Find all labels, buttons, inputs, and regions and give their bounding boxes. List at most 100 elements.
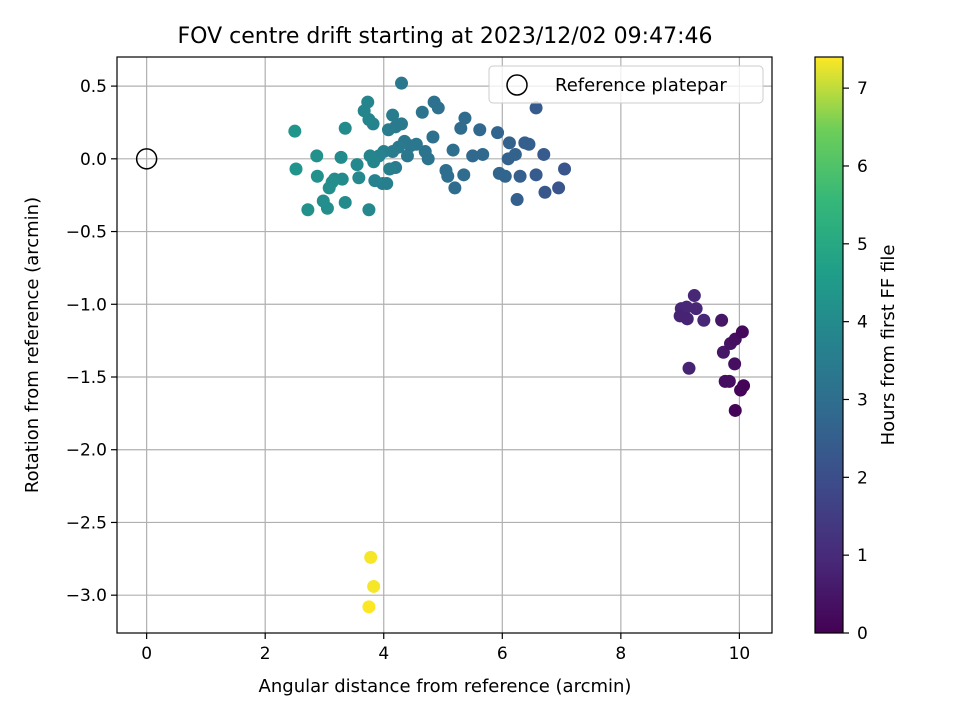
scatter-point [362,600,376,614]
scatter-point [728,403,742,417]
scatter-point [368,174,382,188]
scatter-point [457,168,471,182]
x-tick-label: 2 [260,644,271,664]
colorbar-tick-label: 6 [857,157,868,177]
scatter-point [418,145,432,159]
legend-label: Reference platepar [555,75,727,96]
scatter-point [426,130,440,144]
scatter-point [367,155,381,169]
scatter-point [538,185,552,199]
scatter-point [492,166,506,180]
scatter-point [439,163,453,177]
y-tick-label: −1.5 [66,368,107,388]
scatter-point [301,203,315,217]
colorbar-tick-label: 2 [857,468,868,488]
scatter-point [446,143,460,157]
scatter-point [502,136,516,150]
y-tick-label: −2.0 [66,441,107,461]
scatter-point [352,171,366,185]
y-tick-label: −0.5 [66,223,107,243]
colorbar-tick-label: 1 [857,546,868,566]
grid [117,57,772,633]
scatter-point [491,126,505,140]
scatter-point [350,158,364,172]
scatter-point [395,76,409,90]
scatter-point [501,152,515,166]
scatter-point [334,150,348,164]
plot-frame [116,56,773,634]
chart-title: FOV centre drift starting at 2023/12/02 … [178,24,713,49]
scatter-point [310,149,324,163]
scatter-point [715,313,729,327]
scatter-point [322,181,336,195]
scatter-point [716,345,730,359]
scatter-point [338,195,352,209]
legend: Reference platepar [488,65,764,104]
scatter-point [289,162,303,176]
scatter-point [518,136,532,150]
scatter-point [458,111,472,125]
x-tick-label: 10 [729,644,751,664]
scatter-point [510,193,524,207]
scatter-point [338,121,352,135]
scatter-point [288,124,302,138]
scatter-point [316,194,330,208]
colorbar-tick-label: 3 [857,390,868,410]
scatter-point [367,579,381,593]
scatter-point [386,108,400,122]
y-tick-label: 0.5 [80,77,107,97]
legend-box [488,65,764,104]
scatter-point [552,181,566,195]
scatter-point [682,361,696,375]
scatter-point [513,169,527,183]
scatter-point [735,325,749,339]
scatter-point [400,149,414,163]
reference-platepar-marker [135,148,158,170]
scatter-point [529,101,543,115]
colorbar-tick-label: 4 [857,313,868,333]
scatter-point [466,149,480,163]
scatter-point [448,181,462,195]
axis-ticks: 0 2 4 6 8 10 0.5 0.0 −0.5 −1.0 −1.5 −2.0 −2.5 −3.0 [66,77,750,664]
colorbar-tick-label: 7 [857,79,868,99]
scatter-point [364,550,378,564]
scatter-point [689,302,703,316]
scatter-point [454,121,468,135]
x-tick-label: 0 [141,644,152,664]
scatter-point [427,95,441,109]
scatter-point [558,162,572,176]
x-tick-label: 6 [497,644,508,664]
scatter-point [529,168,543,182]
scatter-point [357,104,371,118]
colorbar-ticks: 0 1 2 3 4 5 6 7 [843,79,868,644]
colorbar [814,56,844,634]
scatter-points [288,76,751,614]
scatter-point [722,374,736,388]
scatter-point [362,203,376,217]
x-tick-label: 8 [615,644,626,664]
colorbar-label: Hours from first FF file [878,245,899,446]
y-tick-label: 0.0 [80,150,107,170]
scatter-point [728,357,742,371]
scatter-point [697,313,711,327]
y-tick-label: −1.0 [66,295,107,315]
y-tick-label: −3.0 [66,586,107,606]
y-tick-label: −2.5 [66,513,107,533]
scatter-point [680,312,694,326]
scatter-point [381,123,395,137]
colorbar-tick-label: 5 [857,235,868,255]
legend-marker [506,74,528,96]
scatter-point [383,162,397,176]
x-tick-label: 4 [378,644,389,664]
scatter-point [415,105,429,119]
scatter-point [386,145,400,159]
scatter-point [737,379,751,393]
x-axis-label: Angular distance from reference (arcmin) [259,676,632,697]
scatter-point [473,123,487,137]
colorbar-tick-label: 0 [857,624,868,644]
scatter-point [310,169,324,183]
scatter-point [687,289,701,303]
y-axis-label: Rotation from reference (arcmin) [22,197,43,493]
scatter-point [537,147,551,161]
